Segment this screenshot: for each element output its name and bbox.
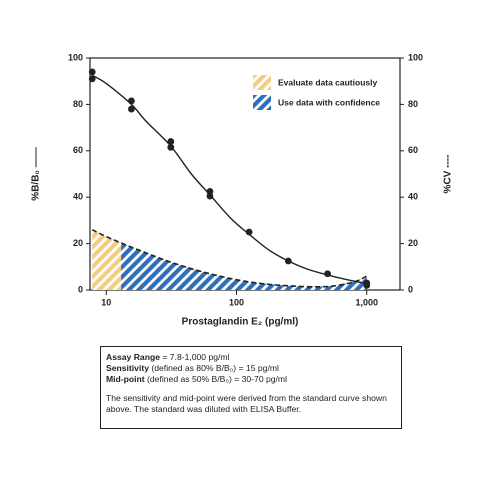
data-point [88, 68, 96, 76]
fit-curve [91, 74, 367, 285]
y2-tick-label: 60 [408, 145, 418, 155]
y-tick-label: 60 [73, 145, 83, 155]
y2-tick-label: 40 [408, 192, 418, 202]
y-axis-label: %B/B₀ —— [31, 147, 42, 200]
y-tick-label: 80 [73, 99, 83, 109]
y2-tick-label: 80 [408, 99, 418, 109]
note-lines: Assay Range = 7.8-1,000 pg/ml Sensitivity… [106, 352, 396, 385]
data-point [88, 75, 96, 83]
x-axis-label: Prostaglandin E₂ (pg/ml) [182, 317, 299, 328]
note-label: Assay Range [106, 352, 160, 362]
y-tick-label: 0 [78, 284, 83, 294]
legend-swatch [253, 95, 271, 110]
note-label: Mid-point [106, 374, 145, 384]
legend-label: Evaluate data cautiously [278, 77, 377, 87]
note-paragraph: The sensitivity and mid-point were deriv… [106, 393, 387, 414]
y2-tick-label: 100 [408, 52, 423, 62]
x-tick-label: 1,000 [355, 297, 378, 307]
notes-box: Assay Range = 7.8-1,000 pg/ml Sensitivity… [100, 346, 402, 429]
note-text: (defined as 80% B/B₀) = 15 pg/ml [149, 363, 279, 373]
note-line: Mid-point (defined as 50% B/B₀) = 30-70 … [106, 374, 396, 385]
note-line: Assay Range = 7.8-1,000 pg/ml [106, 352, 396, 363]
y2-tick-label: 0 [408, 284, 413, 294]
region-area [121, 242, 367, 290]
y2-axis-label: %CV ---- [443, 155, 454, 194]
note-line: Sensitivity (defined as 80% B/B₀) = 15 p… [106, 363, 396, 374]
note-label: Sensitivity [106, 363, 149, 373]
note-text: = 7.8-1,000 pg/ml [159, 352, 230, 362]
y-tick-label: 100 [68, 52, 83, 62]
y-tick-label: 40 [73, 192, 83, 202]
cv-line [91, 228, 368, 288]
x-tick-label: 10 [101, 297, 111, 307]
legend-swatch [253, 75, 271, 90]
y2-tick-label: 20 [408, 238, 418, 248]
chart: Prostaglandin E₂ (pg/ml) %B/B₀ —— %CV --… [31, 52, 454, 328]
data-point [128, 105, 135, 113]
region-area [92, 229, 122, 290]
x-tick-label: 100 [229, 297, 244, 307]
note-text: (defined as 50% B/B₀) = 30-70 pg/ml [144, 374, 287, 384]
legend-label: Use data with confidence [278, 97, 380, 107]
data-point [128, 97, 135, 105]
y-tick-label: 20 [73, 238, 83, 248]
